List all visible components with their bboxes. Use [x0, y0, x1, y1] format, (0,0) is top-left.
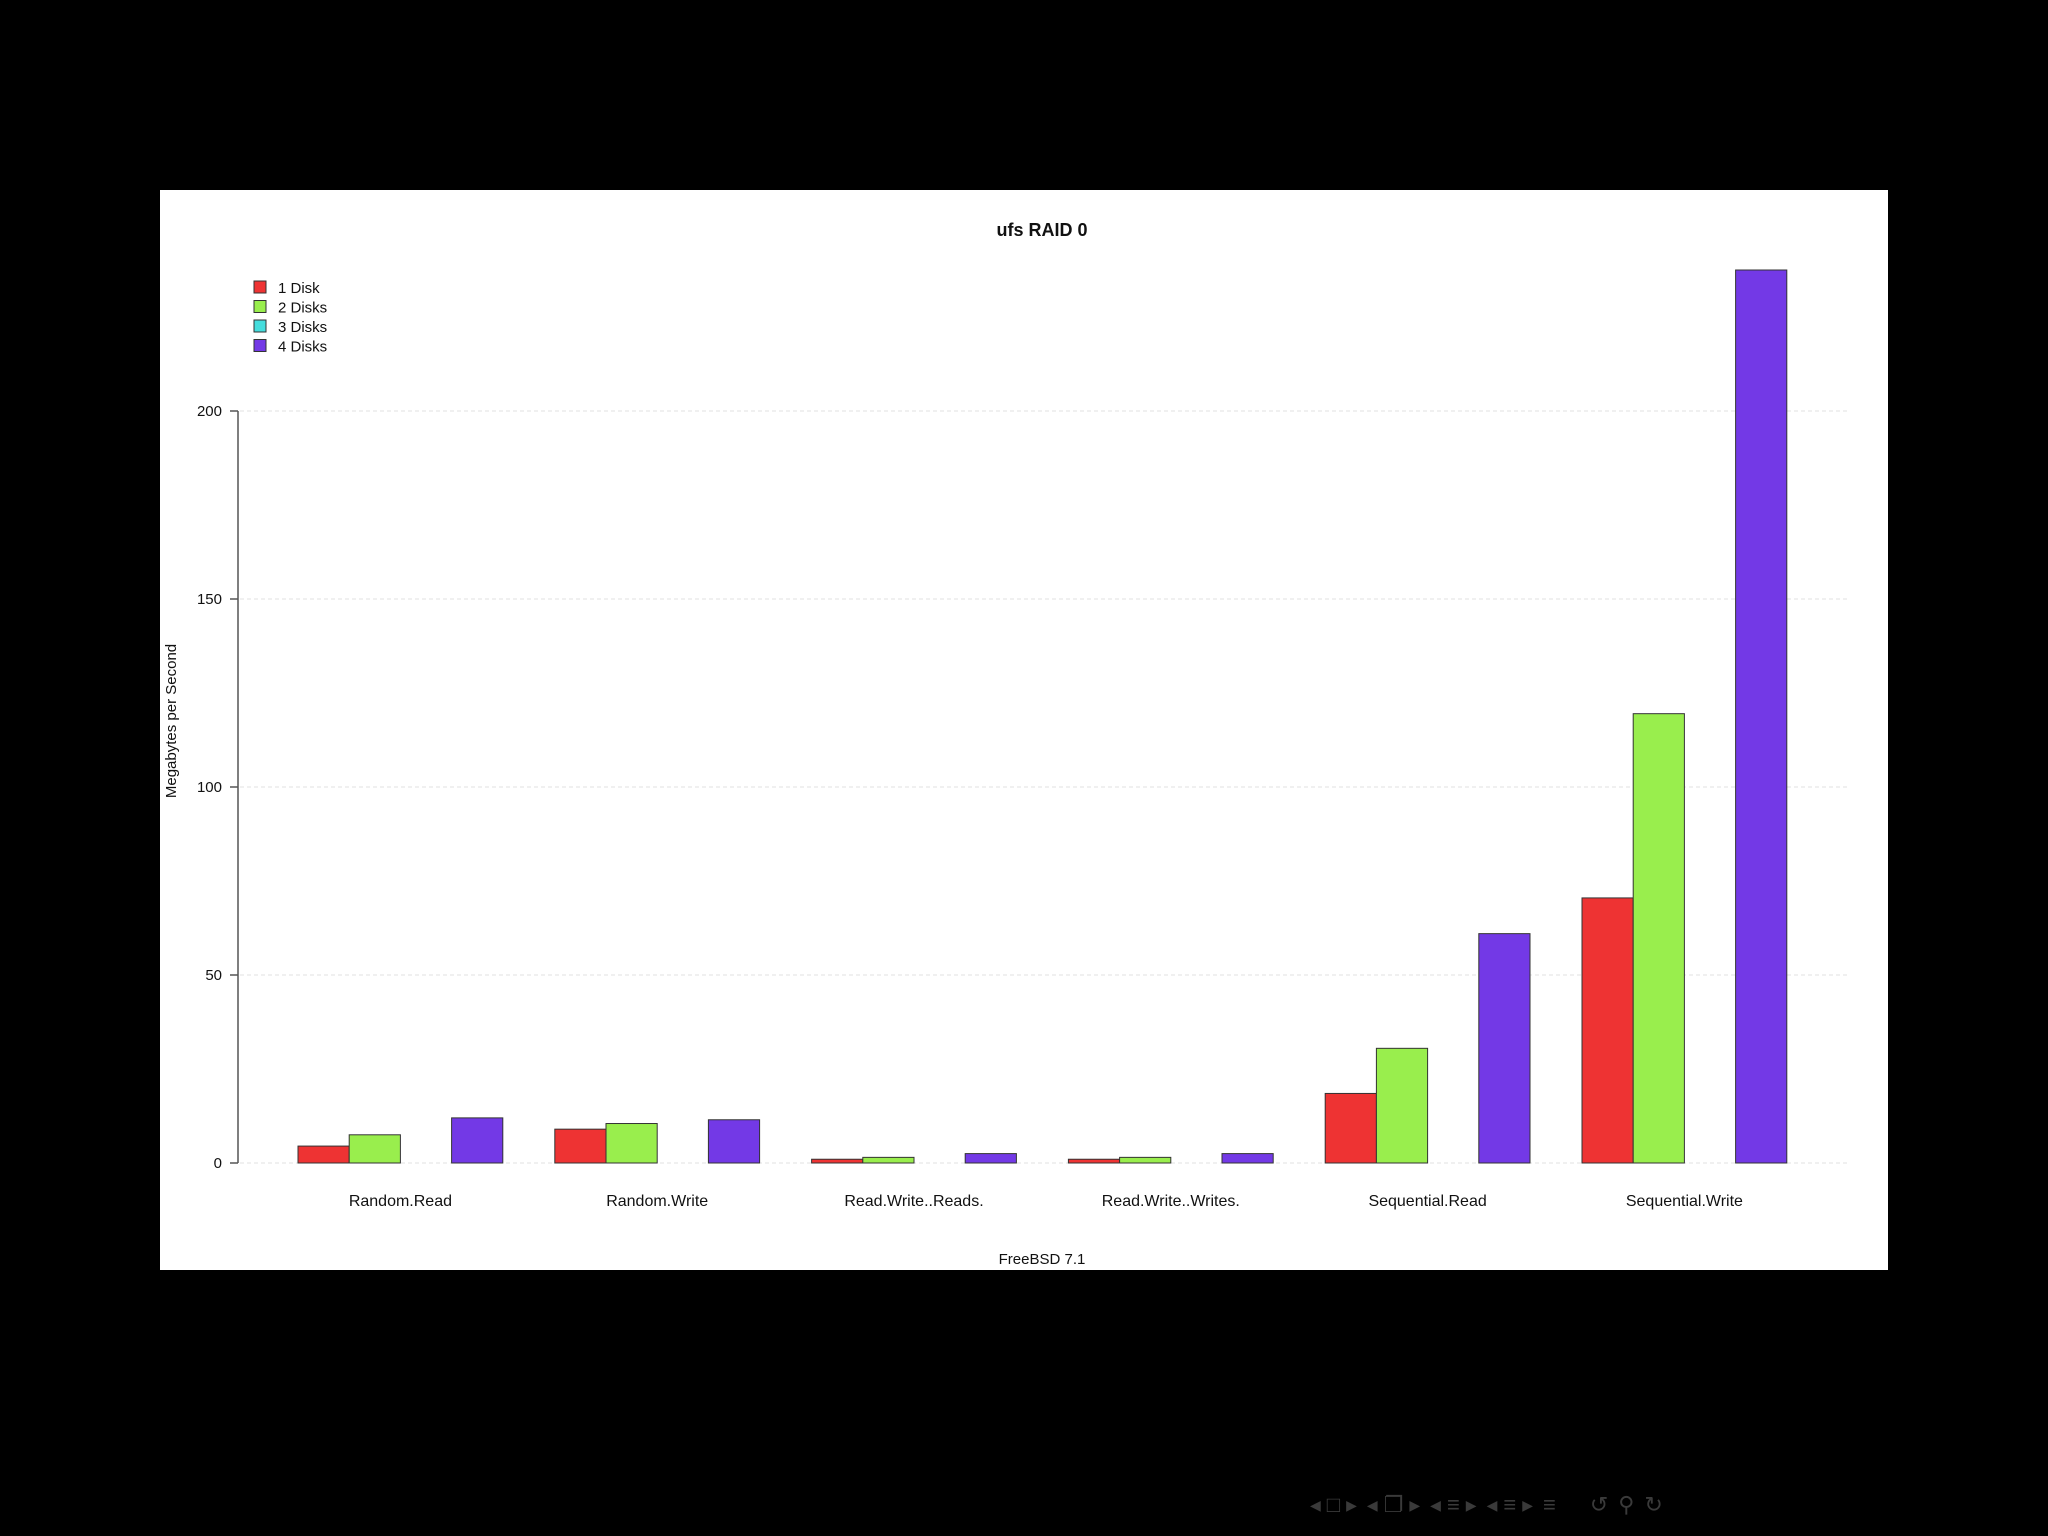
legend-label: 4 Disks	[278, 339, 327, 356]
y-axis: 0 50 100 150 200	[197, 403, 239, 1172]
bar	[1478, 933, 1531, 1164]
legend-label: 2 Disks	[278, 300, 327, 317]
bars	[297, 269, 1788, 1164]
section-nav[interactable]: ◀ ≡ ▶	[1430, 1494, 1476, 1516]
bar	[862, 1156, 915, 1164]
legend-swatch	[253, 319, 267, 333]
search-icon[interactable]: ⚲	[1618, 1492, 1635, 1517]
legend-swatch	[253, 280, 267, 294]
subsection-nav[interactable]: ◀ ❐ ▶	[1367, 1494, 1420, 1516]
right-arrow-icon[interactable]: ▶	[1409, 1496, 1421, 1513]
legend-swatch	[253, 339, 267, 352]
left-arrow-icon[interactable]: ◀	[1486, 1496, 1498, 1513]
document-nav[interactable]: ◀ ≡ ▶	[1487, 1494, 1533, 1516]
y-axis-label: Megabytes per Second	[163, 644, 180, 798]
bar	[811, 1158, 864, 1164]
frame-nav[interactable]: ◀ □ ▶	[1310, 1494, 1357, 1516]
bar	[1324, 1092, 1377, 1164]
bar	[1221, 1153, 1274, 1164]
legend-swatch	[253, 300, 267, 313]
bar	[605, 1123, 658, 1164]
right-arrow-icon[interactable]: ▶	[1522, 1496, 1533, 1513]
bar	[1119, 1156, 1172, 1164]
category-label: Sequential.Read	[1368, 1193, 1486, 1210]
gridlines	[240, 410, 1848, 1164]
right-arrow-icon[interactable]: ▶	[1465, 1496, 1477, 1513]
forward-icon[interactable]: ↻	[1644, 1492, 1663, 1517]
y-tick-label: 100	[197, 779, 222, 796]
bar	[554, 1128, 607, 1164]
legend: 1 Disk 2 Disks 3 Disks 4 Disks	[253, 280, 327, 356]
y-tick-label: 50	[205, 967, 222, 984]
bar	[1735, 269, 1788, 1164]
legend-label: 1 Disk	[278, 280, 320, 297]
beamer-navigation-bar: ◀ □ ▶ ◀ ❐ ▶ ◀ ≡ ▶ ◀ ≡ ▶ ≡ ↺ ⚲ ↻	[1310, 1488, 2030, 1522]
bar	[1067, 1158, 1121, 1164]
left-arrow-icon[interactable]: ◀	[1430, 1496, 1441, 1513]
bar	[964, 1153, 1017, 1164]
back-icon[interactable]: ↺	[1589, 1492, 1609, 1517]
category-label: Random.Read	[349, 1193, 452, 1210]
bar	[297, 1145, 350, 1164]
y-tick-label: 200	[197, 403, 222, 420]
category-label: Sequential.Write	[1626, 1193, 1743, 1210]
x-axis-label: FreeBSD 7.1	[999, 1251, 1086, 1268]
category-label: Read.Write..Reads.	[844, 1193, 983, 1210]
outline-nav-icon[interactable]: ≡	[1542, 1492, 1556, 1517]
slide-frame: ufs RAID 0 Megabytes per Second FreeBSD …	[160, 190, 1888, 1270]
left-arrow-icon[interactable]: ◀	[1310, 1496, 1321, 1513]
legend-label: 3 Disks	[278, 319, 327, 336]
bar	[1375, 1047, 1429, 1164]
frame-nav-icon[interactable]: □	[1326, 1492, 1341, 1517]
bar	[451, 1117, 504, 1164]
category-label: Read.Write..Writes.	[1102, 1193, 1240, 1210]
chart-title: ufs RAID 0	[996, 220, 1087, 240]
bar-chart: ufs RAID 0 Megabytes per Second FreeBSD …	[163, 220, 1848, 1268]
right-arrow-icon[interactable]: ▶	[1346, 1496, 1357, 1513]
bar	[348, 1134, 401, 1164]
y-tick-label: 0	[214, 1155, 222, 1172]
bar	[1632, 713, 1685, 1164]
subsection-nav-icon[interactable]: ❐	[1383, 1492, 1404, 1517]
bar	[707, 1119, 761, 1164]
category-label: Random.Write	[606, 1193, 708, 1210]
section-nav-icon[interactable]: ≡	[1446, 1492, 1460, 1517]
category-labels: Random.Read Random.Write Read.Write..Reads…	[349, 1193, 1743, 1210]
y-tick-label: 150	[197, 591, 222, 608]
left-arrow-icon[interactable]: ◀	[1366, 1496, 1378, 1513]
document-nav-icon[interactable]: ≡	[1503, 1492, 1517, 1517]
bar	[1581, 897, 1634, 1164]
